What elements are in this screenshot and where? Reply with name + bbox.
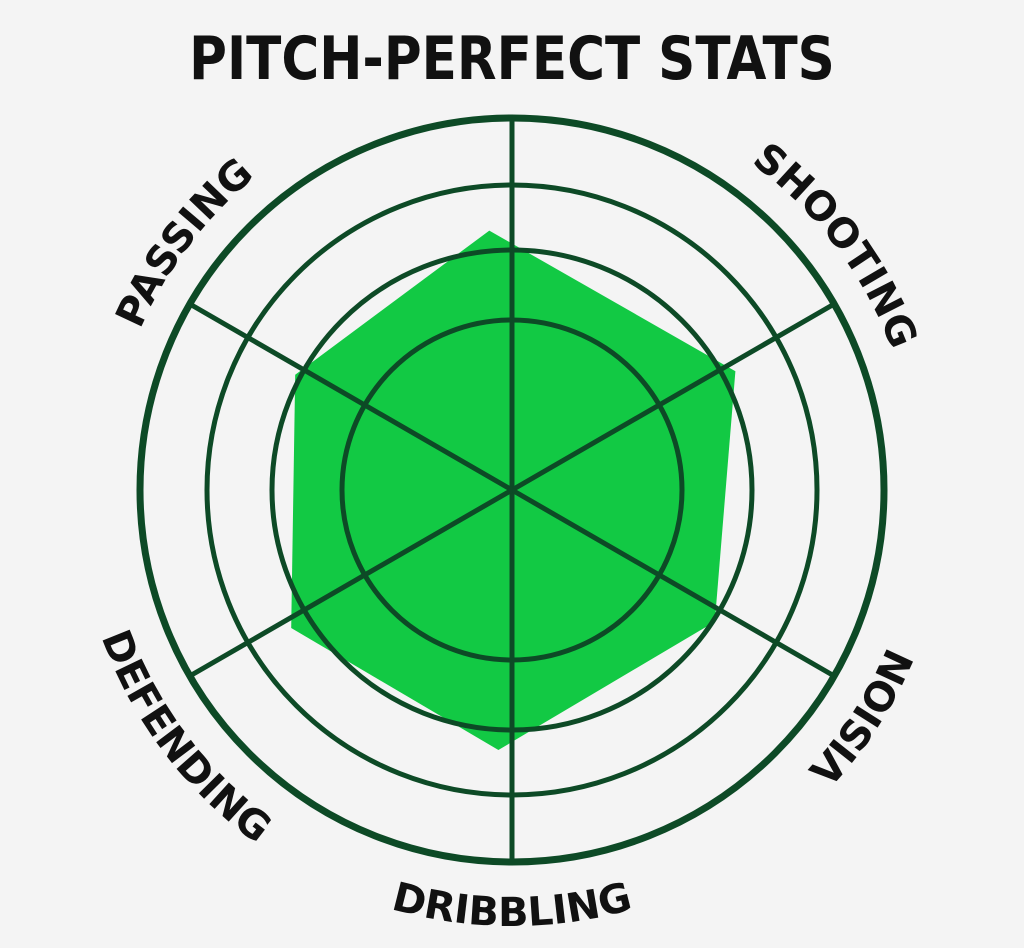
grid-spoke-5 bbox=[188, 487, 514, 679]
axis-label-dribbling: DRIBBLING bbox=[388, 874, 636, 936]
axis-label-defending: DEFENDING bbox=[92, 624, 279, 852]
grid-spoke-6 bbox=[188, 301, 514, 493]
grid-spoke-2 bbox=[510, 301, 836, 493]
grid-spoke-3 bbox=[510, 487, 836, 679]
axis-label-shooting: SHOOTING bbox=[745, 134, 926, 354]
chart-title: PITCH-PERFECT STATS bbox=[189, 24, 835, 94]
